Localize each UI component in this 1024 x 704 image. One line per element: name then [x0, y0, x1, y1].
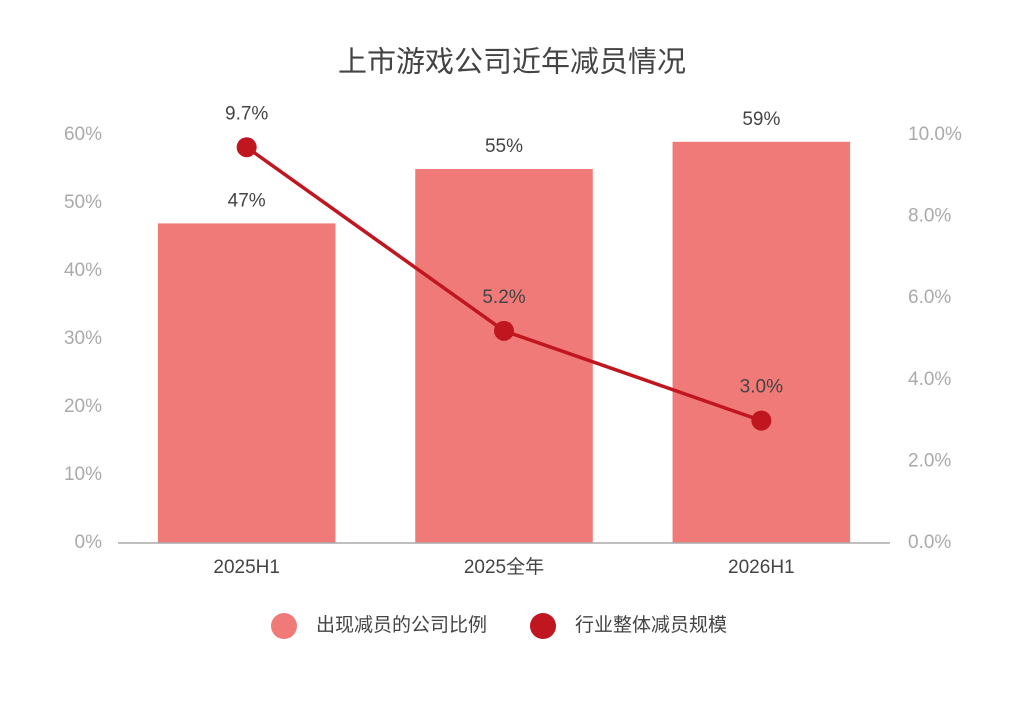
- y-tick-label: 60%: [64, 124, 102, 145]
- y-tick-label: 10%: [64, 464, 102, 485]
- legend-marker: [530, 613, 556, 639]
- y2-tick-label: 10.0%: [908, 124, 962, 145]
- line-point: [236, 137, 257, 158]
- x-tick-label: 2025全年: [464, 556, 544, 578]
- y-tick-label: 30%: [64, 328, 102, 349]
- x-tick-label: 2025H1: [213, 557, 280, 578]
- bar: [157, 223, 336, 543]
- y2-tick-label: 0.0%: [908, 532, 951, 553]
- legend-marker: [271, 613, 297, 639]
- bar-value-label: 55%: [485, 136, 523, 157]
- y2-tick-label: 8.0%: [908, 206, 951, 227]
- chart-title: 上市游戏公司近年减员情况: [338, 46, 686, 79]
- y2-tick-label: 4.0%: [908, 369, 951, 390]
- line-point: [494, 320, 514, 341]
- bar: [415, 169, 593, 543]
- line-value-label: 3.0%: [740, 377, 783, 398]
- y-tick-label: 0%: [75, 532, 103, 553]
- y-tick-label: 40%: [64, 260, 102, 281]
- bar-value-label: 59%: [742, 109, 780, 130]
- y2-tick-label: 6.0%: [908, 287, 951, 308]
- y-tick-label: 50%: [64, 192, 102, 213]
- x-tick-label: 2026H1: [728, 557, 795, 578]
- legend-label: 出现减员的公司比例: [316, 614, 487, 636]
- line-value-label: 5.2%: [482, 287, 525, 308]
- bar: [672, 141, 851, 544]
- line-point: [751, 410, 772, 431]
- bar-value-label: 47%: [228, 190, 266, 211]
- line-value-label: 9.7%: [225, 103, 268, 124]
- y2-tick-label: 2.0%: [908, 450, 951, 471]
- y-tick-label: 20%: [64, 396, 102, 417]
- legend-label: 行业整体减员规模: [575, 614, 727, 636]
